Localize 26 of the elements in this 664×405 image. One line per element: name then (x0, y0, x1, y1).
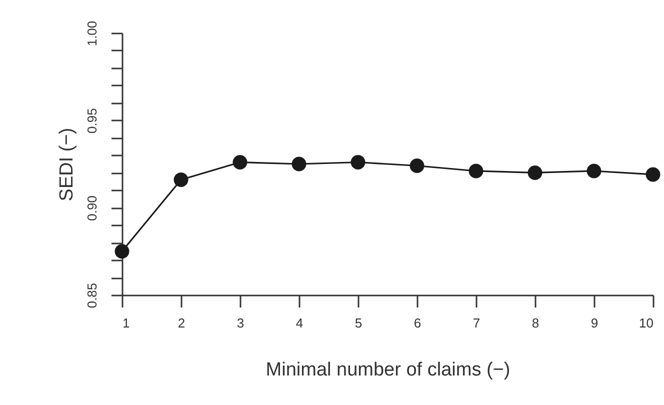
point (174, 172, 188, 187)
x-tick-label: 9 (590, 316, 598, 330)
point (528, 166, 542, 180)
y-tick-label: 0.90 (84, 196, 100, 221)
point (350, 155, 366, 170)
x-axis-title: Minimal number of claims (−) (266, 360, 510, 380)
point (292, 156, 306, 172)
y-tick-label: 0.85 (84, 282, 100, 308)
point (586, 164, 602, 178)
point (468, 164, 484, 178)
point (114, 244, 130, 259)
y-axis-title: SEDI (−) (56, 128, 78, 202)
x-tick-label: 6 (414, 316, 422, 330)
x-tick-label: 7 (472, 316, 480, 330)
y-tick-label: 1.00 (84, 20, 100, 46)
point (410, 158, 424, 173)
x-tick-label: 3 (236, 316, 244, 330)
x-tick-label: 4 (296, 316, 304, 330)
x-tick-label: 2 (178, 316, 186, 330)
x-tick-label: 10 (639, 316, 654, 330)
point (232, 155, 248, 170)
x-tick-label: 8 (532, 316, 540, 330)
point (646, 167, 660, 182)
x-tick-label: 5 (354, 316, 362, 330)
x-tick-label: 1 (122, 316, 130, 330)
y-tick-label: 0.95 (84, 108, 100, 134)
